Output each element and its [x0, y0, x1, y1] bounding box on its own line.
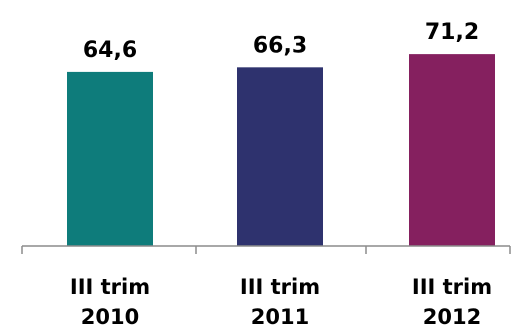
bar-0 — [67, 71, 153, 246]
bars-group — [67, 54, 495, 247]
x-tick-label-0-line-1: 2010 — [81, 305, 139, 328]
x-tick-label-2-line-0: III trim — [412, 275, 492, 299]
value-labels-group: 64,6 66,3 71,2 — [83, 20, 479, 63]
value-label-2: 71,2 — [425, 20, 479, 45]
x-tick-labels-group: III trim 2010 III trim 2011 III trim 2012 — [70, 275, 492, 328]
value-label-0: 64,6 — [83, 38, 137, 63]
x-tick-label-0-line-0: III trim — [70, 275, 150, 299]
x-tick-label-1-line-1: 2011 — [251, 305, 309, 328]
x-tick-label-1-line-0: III trim — [240, 275, 320, 299]
bar-1 — [237, 67, 323, 246]
value-label-1: 66,3 — [253, 33, 307, 58]
x-tick-label-2-line-1: 2012 — [423, 305, 481, 328]
x-axis — [21, 245, 511, 254]
bar-2 — [409, 54, 495, 247]
